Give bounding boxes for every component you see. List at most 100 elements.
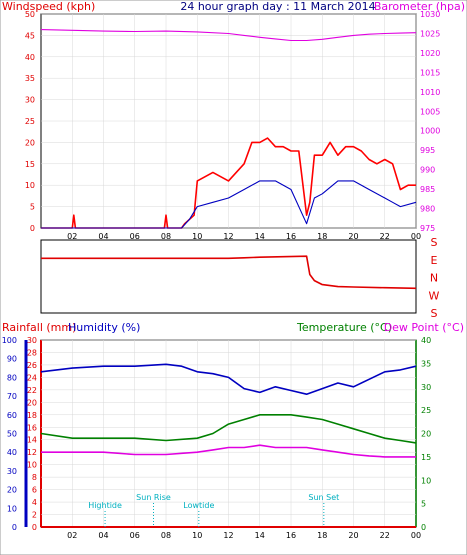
time-tick-label: 10	[192, 232, 202, 241]
direction-label: S	[431, 236, 438, 249]
barometer-tick-label: 985	[420, 185, 435, 194]
temperature-tick-label: 15	[421, 453, 431, 462]
rain-tick-label: 8	[32, 473, 37, 482]
dewpoint-line	[41, 444, 416, 458]
barometer-axis-label: Barometer (hpa)	[374, 0, 465, 13]
rain-tick-label: 18	[27, 411, 37, 420]
time-tick-label: 10	[192, 531, 202, 540]
wind-gust-line	[41, 137, 416, 229]
barometer-tick-label: 1030	[420, 10, 440, 19]
rain-tick-label: 30	[27, 336, 37, 345]
wind-tick-label: 20	[25, 138, 35, 147]
time-tick-label: 22	[380, 531, 390, 540]
barometer-line	[40, 29, 417, 42]
rain-tick-label: 24	[27, 373, 37, 382]
humidity-tick-label: 0	[12, 523, 17, 532]
wind-tick-label: 15	[25, 160, 35, 169]
humidity-tick-label: 70	[7, 392, 17, 401]
rain-tick-label: 14	[27, 436, 37, 445]
barometer-tick-label: 1015	[420, 68, 440, 77]
rain-tick-label: 0	[32, 523, 37, 532]
annotation-layer: Hightide Sun Rise Lowtide Sun Set	[88, 493, 339, 527]
series-layer	[40, 29, 417, 528]
wind-tick-label: 0	[30, 224, 35, 233]
direction-label: E	[431, 254, 438, 267]
humidity-tick-label: 40	[7, 448, 17, 457]
time-tick-label: 16	[286, 232, 296, 241]
event-label: Sun Rise	[136, 493, 171, 502]
time-tick-label: 20	[348, 232, 358, 241]
time-tick-label: 04	[98, 232, 108, 241]
rain-tick-label: 26	[27, 361, 37, 370]
time-tick-label: 22	[380, 232, 390, 241]
barometer-tick-label: 1020	[420, 49, 440, 58]
barometer-tick-label: 1025	[420, 29, 440, 38]
rainfall-axis-label: Rainfall (mm)	[2, 321, 76, 334]
wind-tick-label: 5	[30, 203, 35, 212]
time-tick-label: 00	[411, 232, 421, 241]
temperature-tick-label: 40	[421, 336, 431, 345]
wind-direction-line	[41, 255, 417, 290]
wind-tick-label: 50	[25, 10, 35, 19]
barometer-tick-label: 980	[420, 205, 435, 214]
rain-tick-label: 20	[27, 398, 37, 407]
tick-layer: 0510152025303540455097598098599099510001…	[2, 10, 441, 540]
event-label: Lowtide	[183, 501, 214, 510]
wind-tick-label: 10	[25, 181, 35, 190]
barometer-tick-label: 1010	[420, 88, 440, 97]
humidity-axis-label: Humidity (%)	[68, 321, 140, 334]
rain-tick-label: 6	[32, 486, 37, 495]
temperature-axis-label: Temperature (°C)	[296, 321, 392, 334]
time-tick-label: 12	[223, 232, 233, 241]
rain-tick-label: 16	[27, 423, 37, 432]
temperature-tick-label: 25	[421, 406, 431, 415]
time-tick-label: 14	[255, 531, 265, 540]
rain-tick-label: 2	[32, 511, 37, 520]
temperature-tick-label: 0	[421, 523, 426, 532]
humidity-tick-label: 60	[7, 411, 17, 420]
humidity-tick-label: 20	[7, 486, 17, 495]
time-tick-label: 08	[161, 232, 171, 241]
temperature-tick-label: 30	[421, 383, 431, 392]
direction-label: S	[431, 307, 438, 320]
dewpoint-axis-label: Dew Point (°C)	[384, 321, 464, 334]
time-tick-label: 06	[130, 232, 140, 241]
time-tick-label: 14	[255, 232, 265, 241]
chart-title: 24 hour graph day : 11 March 2014	[180, 0, 375, 13]
time-tick-label: 18	[317, 232, 327, 241]
wind-tick-label: 25	[25, 117, 35, 126]
wind-axis-label: Windspeed (kph)	[2, 0, 95, 13]
event-label: Sun Set	[308, 493, 339, 502]
barometer-tick-label: 990	[420, 166, 435, 175]
time-tick-label: 08	[161, 531, 171, 540]
time-tick-label: 20	[348, 531, 358, 540]
temperature-line	[40, 413, 417, 444]
time-tick-label: 16	[286, 531, 296, 540]
temperature-tick-label: 20	[421, 430, 431, 439]
direction-label: W	[429, 289, 440, 302]
rain-tick-label: 22	[27, 386, 37, 395]
humidity-tick-label: 30	[7, 467, 17, 476]
barometer-tick-label: 995	[420, 146, 435, 155]
wind-tick-label: 30	[25, 96, 35, 105]
barometer-tick-label: 1000	[420, 127, 440, 136]
humidity-tick-label: 80	[7, 373, 17, 382]
rain-tick-label: 10	[27, 461, 37, 470]
time-tick-label: 00	[411, 531, 421, 540]
humidity-tick-label: 10	[7, 504, 17, 513]
direction-panel	[40, 239, 417, 314]
time-tick-label: 04	[98, 531, 108, 540]
wind-tick-label: 40	[25, 53, 35, 62]
time-tick-label: 18	[317, 531, 327, 540]
direction-label: N	[430, 272, 438, 285]
time-tick-label: 12	[223, 531, 233, 540]
humidity-tick-label: 90	[7, 355, 17, 364]
humidity-line	[40, 363, 417, 396]
barometer-tick-label: 975	[420, 224, 435, 233]
time-tick-label: 02	[67, 232, 77, 241]
wind-average-line	[41, 180, 417, 229]
temperature-tick-label: 35	[421, 359, 431, 368]
time-tick-label: 06	[130, 531, 140, 540]
